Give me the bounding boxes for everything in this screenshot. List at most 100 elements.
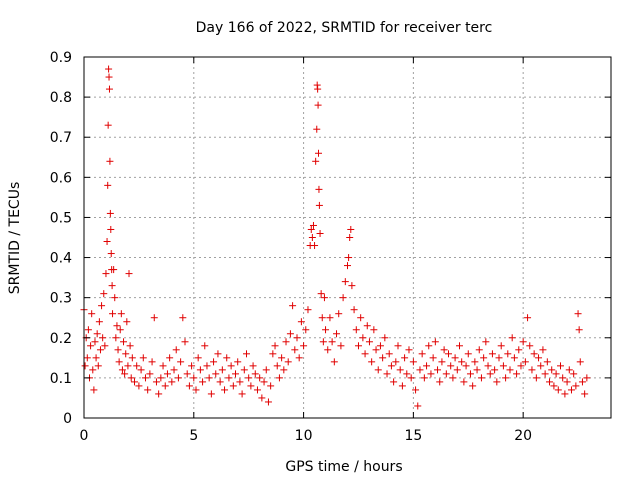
data-point <box>199 378 207 386</box>
data-point <box>192 386 200 394</box>
data-point <box>396 366 404 374</box>
data-point <box>337 342 345 350</box>
data-point <box>563 378 571 386</box>
y-tick-label: 0.5 <box>50 210 72 226</box>
data-point <box>179 314 187 322</box>
data-point <box>425 342 433 350</box>
data-point <box>308 234 316 241</box>
data-point <box>526 342 534 350</box>
plot-frame <box>83 56 612 419</box>
x-tick-label: 0 <box>80 428 89 444</box>
data-point <box>96 346 104 354</box>
data-point <box>256 374 264 382</box>
data-point <box>352 326 360 334</box>
data-point <box>510 354 518 362</box>
data-point <box>477 374 485 382</box>
data-point <box>372 346 380 354</box>
data-point <box>565 366 573 374</box>
y-tick-label: 0.7 <box>50 130 72 146</box>
data-point <box>127 374 135 382</box>
data-point <box>515 346 523 354</box>
data-point <box>105 65 113 73</box>
data-point <box>341 278 349 286</box>
data-point <box>113 322 121 330</box>
data-point <box>311 242 319 250</box>
data-point <box>319 338 327 346</box>
data-point <box>570 370 578 378</box>
data-point <box>93 330 101 338</box>
data-point <box>495 354 503 362</box>
data-point <box>131 378 139 386</box>
data-point <box>275 374 283 382</box>
data-point <box>304 306 312 314</box>
data-point <box>203 362 211 370</box>
data-point <box>150 314 158 322</box>
data-point <box>460 378 468 386</box>
chart-title: Day 166 of 2022, SRMTID for receiver ter… <box>196 20 493 36</box>
data-point <box>314 85 322 93</box>
data-point <box>315 185 323 193</box>
data-point <box>401 354 409 362</box>
data-point <box>376 342 384 350</box>
data-point <box>548 366 556 374</box>
data-point <box>552 370 560 378</box>
data-point <box>168 378 176 386</box>
data-point <box>390 378 398 386</box>
data-point <box>475 346 483 354</box>
data-point <box>262 366 270 374</box>
data-point <box>575 326 583 334</box>
data-point <box>521 358 529 366</box>
data-point <box>541 370 549 378</box>
y-axis-label: SRMTID / TECUs <box>7 182 23 295</box>
data-point <box>328 338 336 346</box>
y-tick-label: 0.3 <box>50 291 72 307</box>
data-point <box>346 234 354 241</box>
data-point <box>438 358 446 366</box>
data-point <box>344 262 351 270</box>
data-point <box>245 374 253 382</box>
data-point <box>326 314 334 322</box>
data-point <box>141 374 149 382</box>
data-point <box>363 322 371 330</box>
data-point <box>462 362 470 370</box>
y-tick-label: 0.9 <box>50 50 72 66</box>
data-point <box>550 382 558 390</box>
data-point <box>513 370 521 378</box>
data-point <box>455 342 463 350</box>
data-point <box>447 362 455 370</box>
data-point <box>381 334 389 342</box>
data-point <box>112 334 120 342</box>
data-point <box>84 326 92 334</box>
data-point <box>177 358 185 366</box>
data-point <box>240 366 248 374</box>
data-point <box>260 378 268 386</box>
data-point <box>493 378 501 386</box>
data-point <box>108 282 116 290</box>
data-point <box>109 310 117 318</box>
data-point <box>216 378 224 386</box>
data-point <box>297 318 305 326</box>
data-point <box>114 346 122 354</box>
y-tick-label: 0.2 <box>50 331 72 347</box>
data-point <box>348 282 356 290</box>
data-point <box>107 250 115 258</box>
data-point <box>464 350 472 358</box>
data-point <box>407 374 415 382</box>
data-point <box>194 354 202 362</box>
data-point <box>440 346 448 354</box>
data-point <box>212 370 220 378</box>
data-point <box>300 342 308 350</box>
y-tick-label: 0.6 <box>50 170 72 186</box>
data-point <box>392 358 400 366</box>
data-point <box>286 330 294 338</box>
data-point <box>583 374 591 382</box>
data-point <box>100 290 108 298</box>
data-point <box>110 266 118 274</box>
x-tick-label: 5 <box>189 428 198 444</box>
data-point <box>318 314 326 322</box>
data-point <box>339 294 347 302</box>
data-point <box>116 326 124 334</box>
data-point <box>315 149 323 157</box>
data-point <box>506 366 514 374</box>
data-point <box>95 318 103 326</box>
